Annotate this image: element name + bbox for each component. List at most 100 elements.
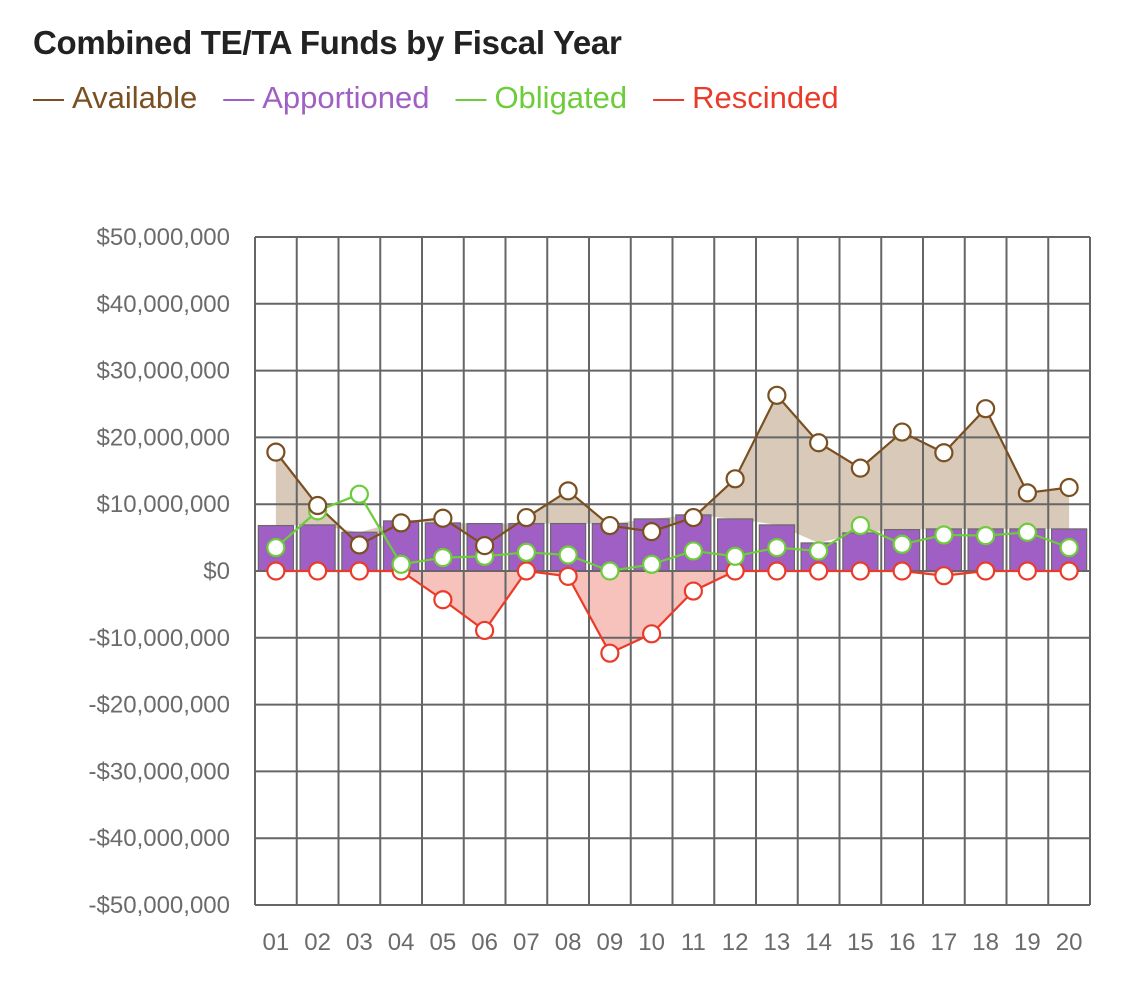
point-available-12 xyxy=(725,469,745,489)
point-available-02 xyxy=(308,495,328,516)
y-tick-label: $50,000,000 xyxy=(97,224,230,251)
point-rescinded-15 xyxy=(850,561,870,581)
legend-item-obligated: — Obligated xyxy=(455,80,627,116)
y-tick-label: $20,000,000 xyxy=(97,424,230,451)
point-available-16 xyxy=(892,422,912,442)
legend-label-available: Available xyxy=(72,80,198,115)
x-tick-label: 16 xyxy=(889,929,916,956)
point-rescinded-09 xyxy=(600,643,620,663)
x-tick-label: 20 xyxy=(1056,929,1083,956)
y-tick-label: $30,000,000 xyxy=(97,358,230,385)
x-tick-label: 09 xyxy=(597,929,624,956)
legend-swatch-available: — xyxy=(33,80,64,115)
y-tick-label: -$50,000,000 xyxy=(89,892,230,919)
chart-title: Combined TE/TA Funds by Fiscal Year xyxy=(33,24,622,61)
point-obligated-08 xyxy=(558,545,578,565)
point-rescinded-14 xyxy=(809,561,829,581)
point-rescinded-02 xyxy=(308,561,328,581)
point-available-05 xyxy=(433,508,453,528)
legend-label-apportioned: Apportioned xyxy=(262,80,430,115)
point-available-01 xyxy=(266,442,286,462)
point-obligated-09 xyxy=(600,561,620,581)
legend-swatch-rescinded: — xyxy=(653,80,685,115)
legend-label-obligated: Obligated xyxy=(494,80,628,115)
y-tick-label: -$10,000,000 xyxy=(89,625,230,652)
point-rescinded-05 xyxy=(433,590,453,610)
point-rescinded-10 xyxy=(642,624,662,644)
legend: — Available — Apportioned — Obligated — … xyxy=(33,80,839,116)
tick-labels: $50,000,000 $40,000,000 $30,000,000 $20,000… xyxy=(89,224,1083,956)
x-tick-label: 06 xyxy=(471,929,498,956)
legend-item-available: — Available xyxy=(33,80,197,116)
point-obligated-10 xyxy=(642,554,662,574)
point-obligated-16 xyxy=(892,534,912,554)
point-available-08 xyxy=(558,481,578,501)
x-tick-label: 13 xyxy=(764,929,791,956)
x-tick-label: 07 xyxy=(513,929,540,956)
x-tick-label: 10 xyxy=(638,929,665,956)
point-available-13 xyxy=(767,385,787,405)
point-obligated-17 xyxy=(934,525,954,545)
point-obligated-11 xyxy=(683,541,703,561)
y-tick-label: $40,000,000 xyxy=(97,291,230,318)
point-obligated-18 xyxy=(976,525,996,546)
x-tick-label: 03 xyxy=(346,929,373,956)
x-tick-label: 02 xyxy=(304,929,331,956)
point-obligated-04 xyxy=(391,554,411,574)
x-tick-label: 05 xyxy=(430,929,457,956)
point-rescinded-03 xyxy=(349,561,369,581)
point-obligated-12 xyxy=(725,546,745,566)
y-tick-label: $0 xyxy=(203,558,230,585)
point-obligated-14 xyxy=(809,541,829,561)
point-rescinded-11 xyxy=(683,581,703,601)
point-available-10 xyxy=(642,521,662,542)
point-rescinded-08 xyxy=(558,566,578,586)
point-available-06 xyxy=(475,536,495,556)
point-available-11 xyxy=(683,507,703,528)
x-tick-label: 01 xyxy=(263,929,290,956)
point-obligated-15 xyxy=(850,515,870,536)
point-obligated-19 xyxy=(1017,522,1037,542)
point-obligated-03 xyxy=(349,484,369,504)
point-rescinded-19 xyxy=(1017,561,1037,581)
legend-item-rescinded: — Rescinded xyxy=(653,80,838,116)
point-available-09 xyxy=(600,515,620,536)
point-rescinded-16 xyxy=(892,561,912,581)
point-obligated-07 xyxy=(516,542,536,562)
y-tick-label: -$30,000,000 xyxy=(89,758,230,785)
point-available-19 xyxy=(1017,483,1037,503)
point-available-17 xyxy=(934,443,954,463)
x-tick-label: 14 xyxy=(805,929,832,956)
available-area xyxy=(275,395,1070,546)
point-rescinded-01 xyxy=(266,561,286,581)
point-rescinded-07 xyxy=(516,561,536,581)
point-rescinded-13 xyxy=(767,561,787,581)
point-available-14 xyxy=(809,433,829,453)
point-rescinded-20 xyxy=(1059,561,1079,581)
legend-label-rescinded: Rescinded xyxy=(692,80,839,115)
x-tick-label: 08 xyxy=(555,929,582,956)
x-tick-label: 11 xyxy=(681,929,706,956)
point-available-03 xyxy=(349,535,369,555)
x-tick-label: 04 xyxy=(388,929,415,956)
x-tick-label: 18 xyxy=(972,929,999,956)
series-markers xyxy=(266,385,1079,663)
x-tick-label: 12 xyxy=(722,929,749,956)
legend-item-apportioned: — Apportioned xyxy=(223,80,429,116)
y-tick-label: -$40,000,000 xyxy=(89,825,230,852)
point-available-04 xyxy=(391,513,411,533)
point-obligated-20 xyxy=(1059,538,1079,558)
point-available-07 xyxy=(516,507,536,528)
point-obligated-05 xyxy=(433,548,453,568)
legend-swatch-obligated: — xyxy=(455,80,487,115)
point-available-15 xyxy=(850,458,870,478)
y-tick-label: -$20,000,000 xyxy=(89,692,230,719)
point-rescinded-18 xyxy=(976,561,996,581)
x-tick-label: 19 xyxy=(1014,929,1041,956)
point-rescinded-17 xyxy=(934,566,954,586)
legend-swatch-apportioned: — xyxy=(223,80,255,115)
point-obligated-13 xyxy=(767,538,787,558)
point-obligated-01 xyxy=(266,538,286,558)
point-available-18 xyxy=(976,399,996,419)
